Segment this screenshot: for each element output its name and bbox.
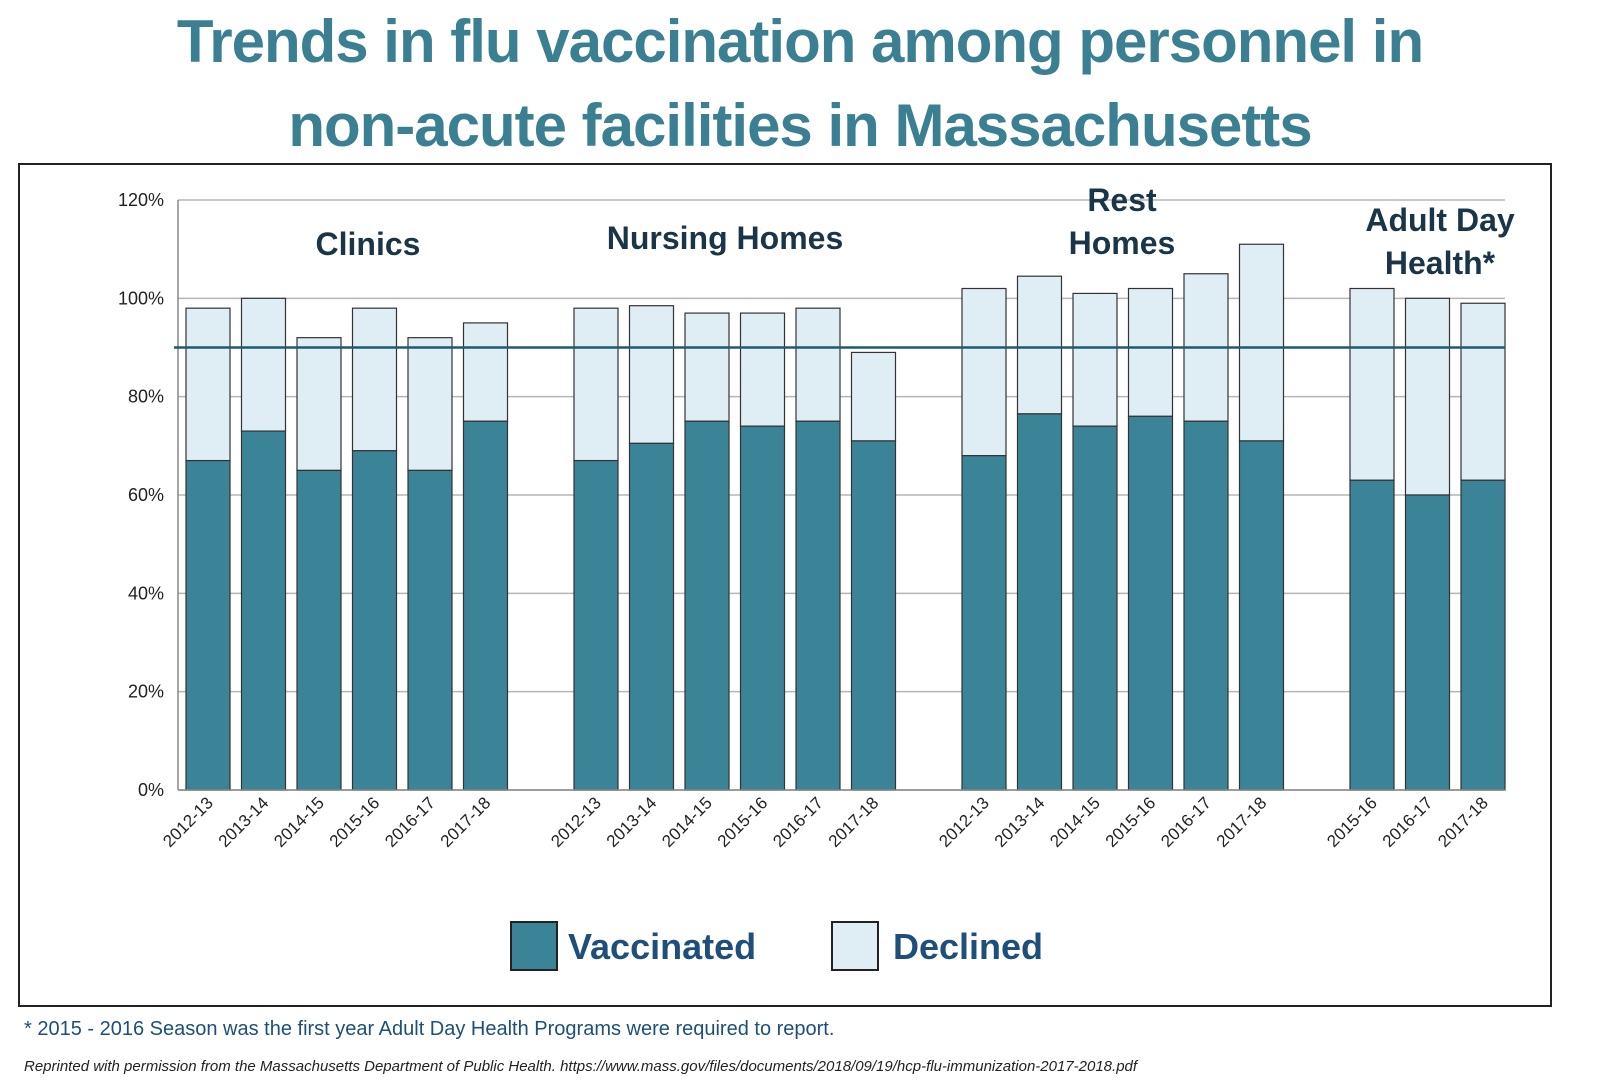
bar-vaccinated xyxy=(1183,420,1229,791)
bar-vaccinated xyxy=(407,469,453,791)
group-label: Rest xyxy=(1087,182,1157,218)
legend-label-declined: Declined xyxy=(893,926,1043,967)
bar-vaccinated xyxy=(739,425,786,791)
x-tick-label: 2017-18 xyxy=(1434,793,1492,851)
group-label: Clinics xyxy=(316,226,421,262)
bar-vaccinated xyxy=(240,430,287,791)
x-tick-label: 2012-13 xyxy=(159,793,217,851)
bar-declined xyxy=(407,337,453,472)
bar-declined xyxy=(1127,287,1174,417)
x-tick-label: 2015-16 xyxy=(326,793,384,851)
x-tick-label: 2012-13 xyxy=(935,793,993,851)
source-credit: Reprinted with permission from the Massa… xyxy=(24,1058,1138,1075)
bar-declined xyxy=(351,307,398,452)
chart-title-line-1: Trends in flu vaccination among personne… xyxy=(176,8,1424,75)
bar-vaccinated xyxy=(573,459,619,791)
bar-declined xyxy=(795,307,841,422)
bar-vaccinated xyxy=(684,420,730,791)
bar-declined xyxy=(961,287,1007,457)
group-label: Adult Day xyxy=(1365,202,1515,238)
x-tick-label: 2013-14 xyxy=(991,793,1049,851)
bar-declined xyxy=(850,351,897,442)
legend-label-vaccinated: Vaccinated xyxy=(568,926,756,967)
x-tick-label: 2014-15 xyxy=(270,793,328,851)
bar-vaccinated xyxy=(1238,440,1285,791)
bar-declined xyxy=(1349,287,1395,481)
x-tick-label: 2016-17 xyxy=(1157,793,1215,851)
y-tick-label: 60% xyxy=(128,485,164,505)
bar-declined xyxy=(462,322,509,422)
stacked-bar-chart: 0%20%40%60%80%100%120%2012-132013-142014… xyxy=(118,182,1515,971)
bar-vaccinated xyxy=(185,459,231,791)
x-tick-label: 2015-16 xyxy=(714,793,772,851)
x-tick-label: 2012-13 xyxy=(547,793,605,851)
y-tick-label: 20% xyxy=(128,682,164,702)
x-tick-label: 2015-16 xyxy=(1323,793,1381,851)
legend-swatch-declined xyxy=(831,921,879,971)
bar-declined xyxy=(1238,243,1285,442)
group-label: Homes xyxy=(1069,225,1176,261)
bar-declined xyxy=(1460,302,1506,481)
bar-vaccinated xyxy=(1404,494,1451,791)
bar-declined xyxy=(1016,275,1063,415)
bar-declined xyxy=(1404,297,1451,496)
bar-declined xyxy=(296,337,342,472)
x-tick-label: 2013-14 xyxy=(603,793,661,851)
bar-vaccinated xyxy=(1460,479,1506,791)
group-label: Nursing Homes xyxy=(607,220,843,256)
bar-declined xyxy=(185,307,231,462)
x-tick-label: 2016-17 xyxy=(769,793,827,851)
bar-vaccinated xyxy=(850,440,897,791)
x-tick-label: 2014-15 xyxy=(1046,793,1104,851)
bar-vaccinated xyxy=(628,442,675,791)
bar-vaccinated xyxy=(1072,425,1118,791)
y-tick-label: 100% xyxy=(118,288,164,308)
bar-vaccinated xyxy=(1127,415,1174,791)
x-tick-label: 2017-18 xyxy=(825,793,883,851)
chart-title: Trends in flu vaccination among personne… xyxy=(0,0,1600,168)
bar-declined xyxy=(1072,292,1118,427)
x-tick-label: 2015-16 xyxy=(1102,793,1160,851)
bar-vaccinated xyxy=(1349,479,1395,791)
bar-declined xyxy=(573,307,619,462)
x-tick-label: 2016-17 xyxy=(381,793,439,851)
group-label: Health* xyxy=(1385,245,1496,281)
x-tick-label: 2017-18 xyxy=(1213,793,1271,851)
bar-vaccinated xyxy=(961,455,1007,791)
x-tick-label: 2013-14 xyxy=(215,793,273,851)
footnote: * 2015 - 2016 Season was the first year … xyxy=(24,1018,835,1040)
bar-declined xyxy=(240,297,287,432)
bar-declined xyxy=(684,312,730,422)
bar-vaccinated xyxy=(795,420,841,791)
y-tick-label: 120% xyxy=(118,190,164,210)
y-tick-label: 80% xyxy=(128,387,164,407)
bar-declined xyxy=(739,312,786,427)
chart-title-line-2: non-acute facilities in Massachusetts xyxy=(288,92,1312,159)
x-tick-label: 2016-17 xyxy=(1379,793,1437,851)
bar-declined xyxy=(628,305,675,444)
bar-vaccinated xyxy=(462,420,509,791)
bar-vaccinated xyxy=(296,469,342,791)
x-tick-label: 2017-18 xyxy=(437,793,495,851)
x-tick-label: 2014-15 xyxy=(658,793,716,851)
y-tick-label: 0% xyxy=(138,780,164,800)
legend-swatch-vaccinated xyxy=(510,921,558,971)
y-tick-label: 40% xyxy=(128,583,164,603)
bar-vaccinated xyxy=(351,450,398,791)
bar-vaccinated xyxy=(1016,413,1063,791)
